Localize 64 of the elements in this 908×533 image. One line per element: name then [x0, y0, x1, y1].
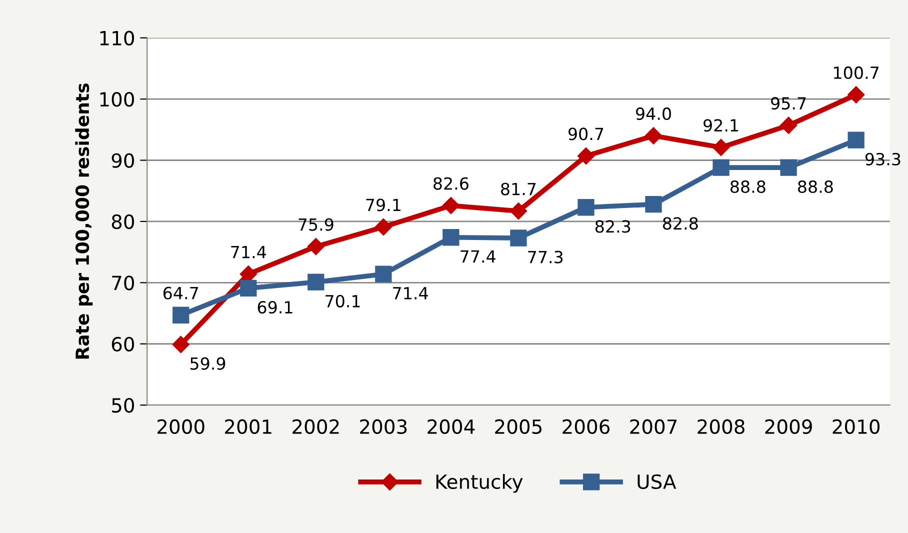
point — [780, 159, 797, 176]
x-tick-label: 2005 — [495, 419, 542, 434]
data-label: 90.7 — [568, 128, 604, 140]
y-tick-label: 90 — [112, 153, 134, 168]
data-label: 93.3 — [865, 152, 900, 166]
point — [645, 196, 662, 213]
y-tick-label: 100 — [100, 92, 134, 107]
data-label: 88.8 — [730, 180, 766, 193]
point — [712, 138, 730, 156]
x-tick-label: 2002 — [292, 419, 339, 434]
data-label: 92.1 — [704, 119, 738, 132]
y-tick-label: 70 — [112, 276, 134, 290]
legend-label: USA — [638, 474, 676, 490]
data-label: 82.6 — [434, 177, 468, 190]
point — [307, 238, 324, 256]
y-axis-title: Rate per 100,000 residents — [75, 84, 93, 359]
data-label: 64.7 — [163, 286, 198, 300]
point — [578, 199, 594, 216]
point — [308, 274, 324, 290]
point — [848, 86, 865, 104]
data-label: 94.0 — [636, 107, 671, 120]
y-tick-label: 60 — [112, 336, 134, 352]
y-tick-label: 80 — [112, 214, 134, 230]
point — [848, 132, 864, 148]
y-tick-label: 50 — [112, 398, 134, 413]
point — [172, 306, 190, 324]
data-label: 77.4 — [460, 250, 496, 263]
x-tick-label: 2010 — [832, 419, 880, 434]
x-tick-label: 2009 — [765, 419, 812, 434]
point — [577, 147, 595, 165]
point — [712, 159, 730, 176]
data-label: 79.1 — [366, 198, 400, 212]
point — [240, 280, 257, 297]
point — [644, 127, 662, 144]
y-tick-label: 110 — [100, 30, 134, 46]
x-tick-label: 2003 — [360, 419, 407, 434]
data-label: 81.7 — [501, 182, 536, 196]
legend-label: Kentucky — [436, 474, 523, 493]
data-label: 70.1 — [326, 294, 360, 308]
data-label: 77.3 — [528, 250, 563, 264]
data-label: 95.7 — [771, 97, 806, 110]
point — [780, 116, 798, 134]
point — [375, 266, 392, 282]
point — [510, 230, 527, 246]
data-label: 69.1 — [258, 300, 292, 314]
data-label: 75.9 — [298, 218, 334, 231]
data-label: 88.8 — [798, 180, 833, 193]
x-tick-label: 2007 — [630, 419, 677, 434]
x-tick-label: 2001 — [225, 419, 272, 434]
point — [172, 336, 190, 354]
x-tick-label: 2006 — [562, 419, 610, 434]
data-label: 59.9 — [190, 357, 226, 370]
data-label: 82.8 — [662, 217, 698, 230]
point — [374, 218, 392, 236]
data-label: 71.4 — [231, 246, 266, 258]
data-label: 71.4 — [393, 287, 428, 300]
data-label: 100.7 — [834, 66, 879, 80]
x-tick-label: 2008 — [698, 419, 744, 434]
x-tick-label: 2000 — [158, 419, 204, 434]
data-label: 82.3 — [595, 220, 630, 233]
x-tick-label: 2004 — [428, 419, 475, 434]
point — [442, 229, 460, 246]
point — [442, 196, 460, 214]
point — [510, 202, 528, 220]
